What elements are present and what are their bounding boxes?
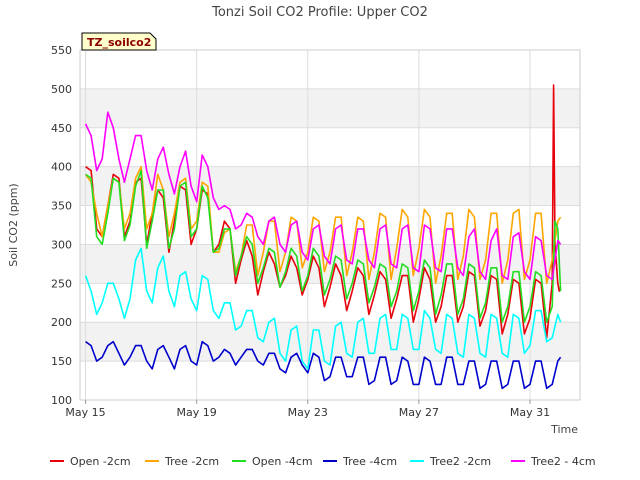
x-tick-label: May 19 <box>177 406 217 419</box>
plot-frame <box>79 49 581 401</box>
legend-label-3: Tree -4cm <box>342 455 397 468</box>
y-tick-label: 350 <box>51 200 72 213</box>
x-tick-label: May 27 <box>399 406 439 419</box>
legend-label-5: Tree2 - 4cm <box>530 455 596 468</box>
y-tick-label: 100 <box>51 394 72 407</box>
legend: Open -2cm Tree -2cm Open -4cm Tree -4cm Tree… <box>50 455 596 468</box>
plot-band <box>80 50 580 89</box>
tag-label: TZ_soilco2 <box>87 36 151 49</box>
plot-band <box>80 322 580 362</box>
y-tick-label: 500 <box>51 83 72 96</box>
x-tick-label: May 23 <box>288 406 328 419</box>
series-lines <box>84 84 562 390</box>
y-tick-label: 550 <box>51 44 72 57</box>
y-tick-label: 200 <box>51 316 72 329</box>
plot-band <box>80 361 580 400</box>
chart-title: Tonzi Soil CO2 Profile: Upper CO2 <box>211 5 428 20</box>
tag-box: TZ_soilco2 <box>81 32 157 51</box>
y-tick-label: 250 <box>51 277 72 290</box>
plot-band <box>80 127 580 167</box>
legend-label-2: Open -4cm <box>252 455 313 468</box>
legend-label-4: Tree2 -2cm <box>429 455 491 468</box>
y-axis-label: Soil CO2 (ppm) <box>7 183 20 266</box>
plot-band <box>80 88 580 128</box>
legend-label-1: Tree -2cm <box>164 455 219 468</box>
x-tick-label: May 15 <box>65 406 105 419</box>
series-line-4 <box>84 247 562 370</box>
y-tick-label: 300 <box>51 238 72 251</box>
plot-background <box>80 50 580 400</box>
x-axis-ticks: May 15 May 19 May 23 May 27 May 31 <box>65 400 550 419</box>
y-tick-label: 400 <box>51 161 72 174</box>
series-line-5 <box>84 111 562 281</box>
y-axis-ticks: 100 150 200 250 300 350 400 450 500 550 <box>51 44 72 407</box>
series-line-3 <box>85 340 562 390</box>
legend-label-0: Open -2cm <box>70 455 131 468</box>
x-tick-label: May 31 <box>510 406 550 419</box>
y-tick-label: 450 <box>51 122 72 135</box>
series-line-2 <box>85 169 562 324</box>
x-axis-label: Time <box>550 423 578 436</box>
plot-band <box>80 205 580 245</box>
y-tick-label: 150 <box>51 355 72 368</box>
